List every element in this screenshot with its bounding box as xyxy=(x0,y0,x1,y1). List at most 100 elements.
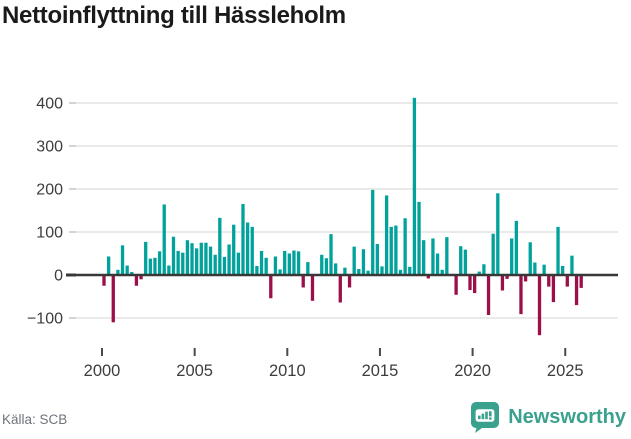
bar xyxy=(403,218,407,275)
y-axis-labels: 400 300 200 100 0 −100 xyxy=(27,96,63,328)
bar xyxy=(565,275,569,287)
bar xyxy=(533,262,537,275)
bar xyxy=(157,251,162,275)
bar xyxy=(537,275,542,336)
bar xyxy=(301,275,305,288)
bar xyxy=(278,269,282,275)
bar xyxy=(454,275,458,295)
chart-title: Nettoinflyttning till Hässleholm xyxy=(2,2,346,29)
bar xyxy=(422,240,426,275)
bar xyxy=(389,226,393,275)
bar xyxy=(245,222,250,275)
bar xyxy=(375,244,379,275)
bar xyxy=(431,238,435,275)
bar xyxy=(468,275,472,291)
bar xyxy=(477,271,481,275)
bar xyxy=(273,256,278,275)
bar xyxy=(190,243,194,275)
bar xyxy=(463,249,468,275)
bar xyxy=(296,251,301,275)
bar xyxy=(134,275,139,286)
bar xyxy=(227,244,231,275)
bar xyxy=(412,97,417,275)
x-tick-label: 2005 xyxy=(176,362,213,380)
bar xyxy=(570,255,574,275)
bar xyxy=(148,258,152,275)
x-axis-ticks xyxy=(101,348,567,356)
bar xyxy=(181,252,185,275)
bar xyxy=(153,257,157,275)
bar xyxy=(384,195,389,275)
bar xyxy=(482,264,486,275)
newsworthy-logo[interactable]: Newsworthy xyxy=(471,402,626,433)
bar xyxy=(491,233,495,275)
bar xyxy=(250,226,254,275)
bar xyxy=(486,275,491,315)
bar xyxy=(167,265,171,275)
bar xyxy=(426,275,430,279)
bar xyxy=(528,242,532,275)
y-tick-label: 300 xyxy=(36,139,63,156)
bar xyxy=(352,246,356,275)
bar xyxy=(310,275,315,301)
bar xyxy=(394,225,398,275)
bar xyxy=(459,246,463,275)
bar xyxy=(292,250,296,275)
x-tick-label: 2015 xyxy=(362,362,399,380)
bar xyxy=(195,248,199,275)
bar xyxy=(111,275,115,323)
y-tick-label: 400 xyxy=(36,96,63,113)
bar xyxy=(440,269,444,275)
bar xyxy=(380,266,384,275)
bar xyxy=(366,270,370,275)
bar xyxy=(445,237,449,275)
bar xyxy=(496,193,500,275)
bar xyxy=(218,217,222,275)
bar xyxy=(334,263,338,275)
bar xyxy=(264,257,268,275)
bar xyxy=(306,262,310,275)
bar xyxy=(125,265,129,275)
bar xyxy=(185,240,190,275)
x-tick-label: 2025 xyxy=(547,362,584,380)
bar xyxy=(102,275,106,286)
bar xyxy=(259,250,264,275)
bar xyxy=(561,265,565,275)
bar xyxy=(139,275,143,280)
x-axis-labels: 2000 2005 2010 2015 2020 2025 xyxy=(84,362,584,380)
y-gridlines xyxy=(75,102,618,319)
x-tick-label: 2000 xyxy=(84,362,121,380)
bar xyxy=(398,269,403,275)
bar xyxy=(574,275,579,306)
bar xyxy=(204,242,208,275)
bar xyxy=(510,238,514,275)
bar xyxy=(357,268,361,275)
bar xyxy=(106,256,111,275)
bar xyxy=(171,236,176,275)
x-tick-label: 2010 xyxy=(269,362,306,380)
bar xyxy=(551,275,556,303)
bar xyxy=(222,256,227,275)
bar xyxy=(329,234,333,275)
bar xyxy=(162,204,166,275)
bar xyxy=(241,204,245,275)
bar xyxy=(116,269,120,275)
bar xyxy=(208,246,213,275)
bar xyxy=(320,254,324,275)
bar xyxy=(213,254,217,275)
bar xyxy=(514,220,518,275)
bar xyxy=(199,242,203,275)
bar xyxy=(556,226,560,275)
newsworthy-wordmark: Newsworthy xyxy=(508,406,626,428)
y-tick-label: 100 xyxy=(36,225,63,242)
bar xyxy=(287,253,291,275)
bar xyxy=(283,250,287,275)
y-tick-label: 0 xyxy=(54,268,63,285)
bar xyxy=(579,275,583,288)
bar xyxy=(269,275,273,299)
bar xyxy=(371,189,375,275)
bar xyxy=(523,275,528,282)
bar xyxy=(347,275,352,288)
bar xyxy=(343,267,347,275)
